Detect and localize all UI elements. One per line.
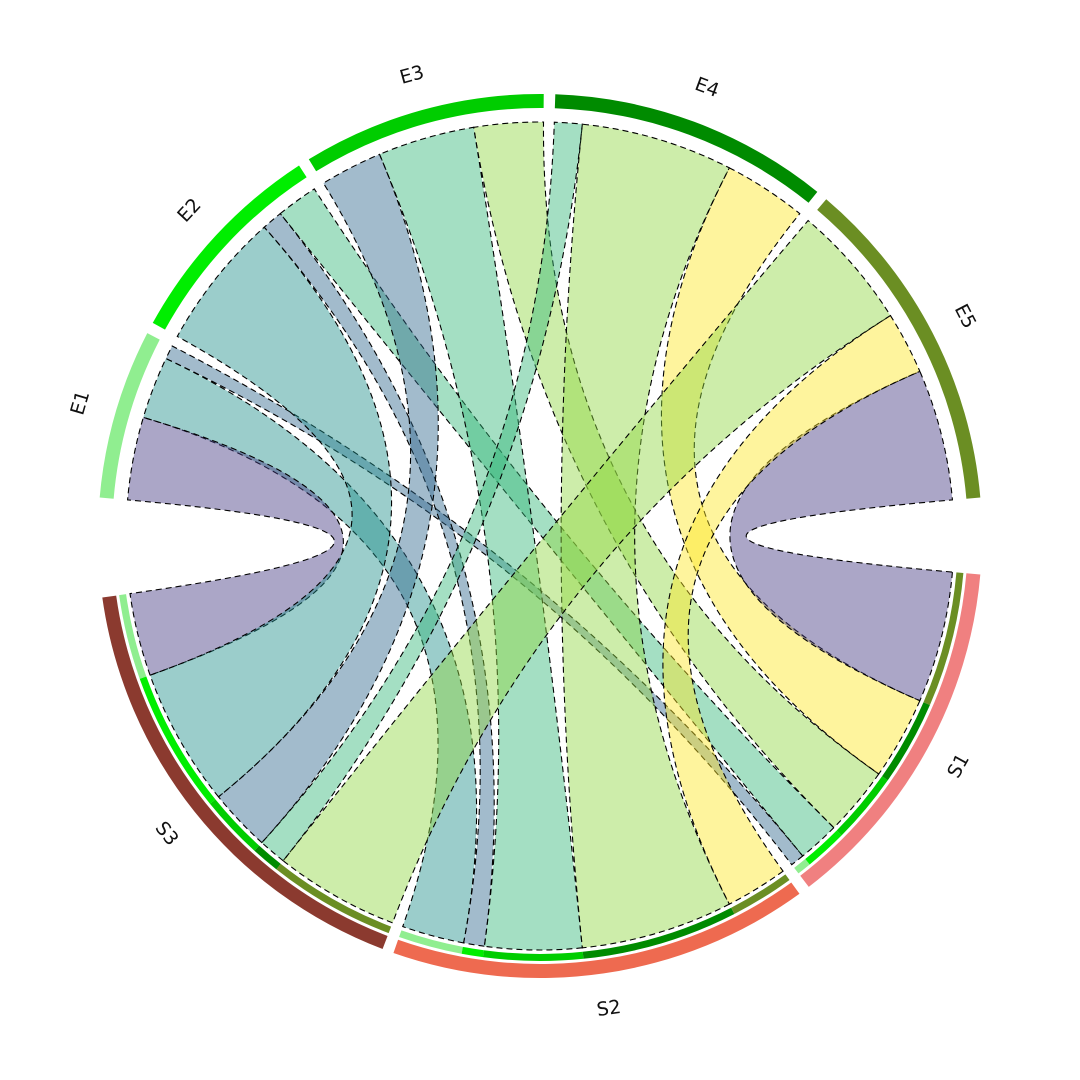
ribbon	[282, 219, 892, 924]
sector-label: E3	[397, 61, 426, 89]
ribbon	[729, 370, 954, 702]
sector-label: S1	[943, 750, 974, 782]
link-strip	[582, 907, 735, 959]
ribbon	[149, 226, 393, 798]
sector-label: E2	[173, 194, 206, 227]
link-strip	[731, 874, 790, 914]
link-strip	[882, 702, 930, 781]
ribbon	[560, 123, 731, 949]
sector-arc	[99, 333, 160, 499]
ribbons	[126, 121, 954, 951]
link-strip	[482, 950, 584, 961]
link-strip	[923, 572, 964, 706]
link-strip	[254, 845, 281, 870]
ribbon	[165, 345, 804, 866]
sector-label: S3	[151, 817, 183, 850]
link-strip	[461, 946, 484, 958]
sector-arc	[393, 882, 800, 979]
ribbon	[142, 357, 478, 944]
link-strip	[399, 930, 463, 954]
sector-label: S2	[595, 996, 622, 1021]
sector-arc	[308, 94, 544, 172]
sector-label: E4	[692, 73, 722, 102]
sector-arc	[817, 199, 981, 499]
sector-label: E5	[950, 301, 981, 333]
link-strip	[119, 594, 147, 679]
link-strip	[139, 676, 216, 804]
link-strip	[794, 859, 810, 874]
link-strip	[836, 776, 888, 836]
ribbon	[217, 153, 439, 844]
ribbon	[378, 126, 583, 951]
sector-arc	[152, 165, 307, 330]
link-strip	[805, 830, 842, 865]
link-strip	[276, 863, 392, 934]
link-strip	[209, 799, 260, 851]
sector-arc	[554, 94, 818, 203]
sector-label: E1	[66, 388, 94, 417]
ribbon	[126, 416, 344, 676]
ribbon	[261, 121, 583, 862]
